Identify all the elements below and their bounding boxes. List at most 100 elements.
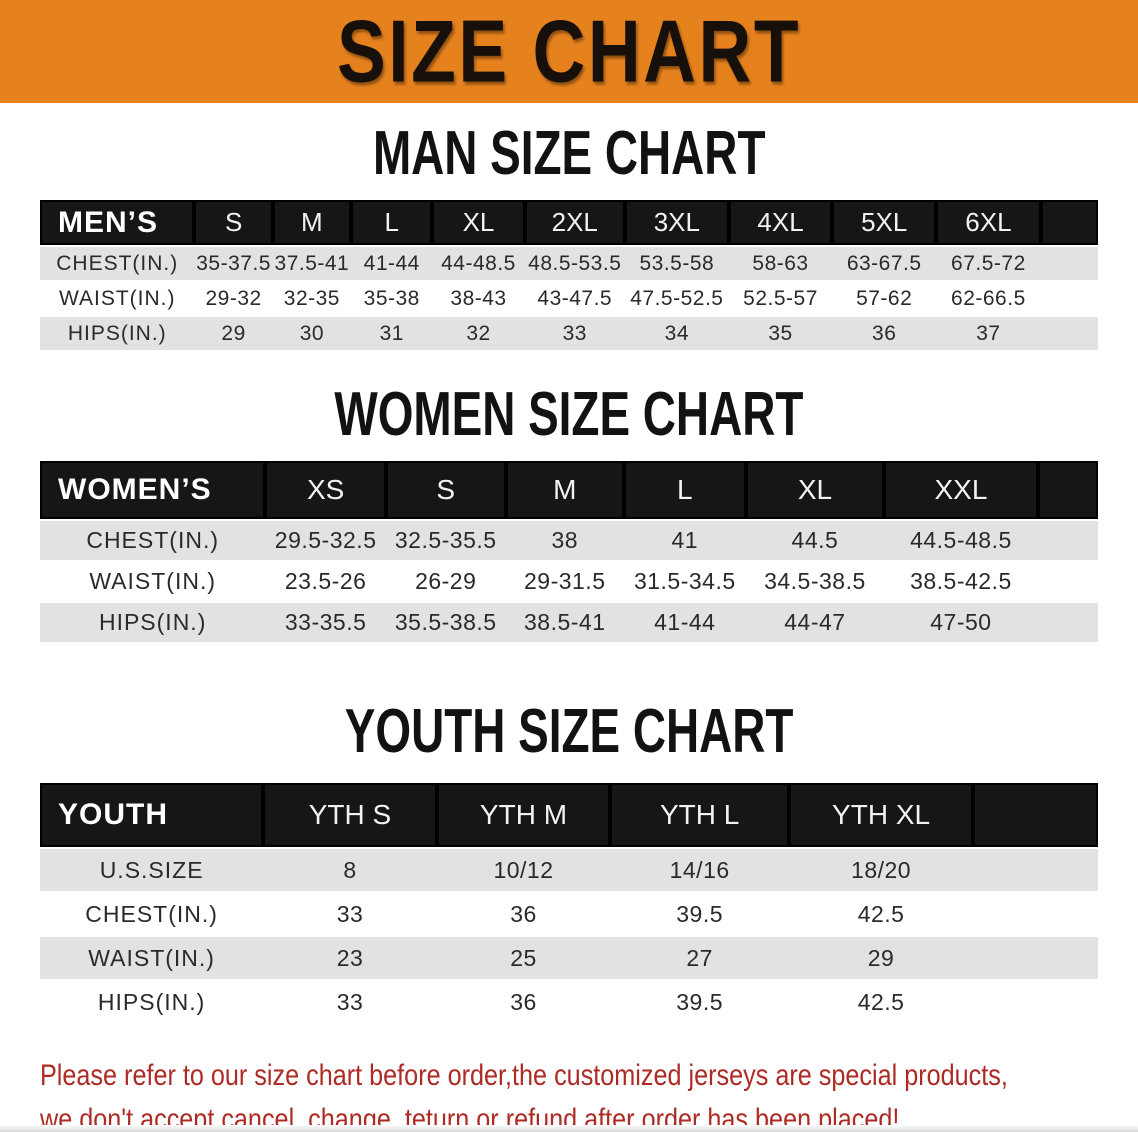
size-value: 31.5-34.5 [623, 562, 746, 601]
measure-label: HIPS(IN.) [40, 317, 195, 350]
men-corner-label: MEN’S [40, 200, 195, 245]
size-value: 27 [610, 937, 790, 979]
size-value: 39.5 [610, 893, 790, 935]
youth-waist-row: WAIST(IN.) 23 25 27 29 [40, 937, 1098, 979]
size-value: 23.5-26 [265, 562, 386, 601]
size-value: 10/12 [436, 849, 611, 891]
women-chest-row: CHEST(IN.) 29.5-32.5 32.5-35.5 38 41 44.… [40, 521, 1098, 560]
banner: SIZE CHART [0, 0, 1138, 103]
women-waist-row: WAIST(IN.) 23.5-26 26-29 29-31.5 31.5-34… [40, 562, 1098, 601]
measure-label: CHEST(IN.) [40, 521, 266, 560]
size-value: 18/20 [789, 849, 974, 891]
youth-header-row: YOUTH YTH S YTH M YTH L YTH XL [40, 783, 1098, 847]
size-value: 58-63 [728, 247, 833, 280]
size-value: 48.5-53.5 [524, 247, 626, 280]
youth-size-table: YOUTH YTH S YTH M YTH L YTH XL U.S.SIZE … [40, 781, 1098, 1025]
size-value: 52.5-57 [728, 282, 833, 315]
size-value: 14/16 [610, 849, 790, 891]
size-value: 62-66.5 [936, 282, 1041, 315]
women-size-header-xs: XS [265, 461, 386, 519]
men-size-header-5xl: 5XL [832, 200, 937, 245]
men-section-heading-text: MAN SIZE CHART [372, 119, 766, 188]
men-size-header-m: M [272, 200, 352, 245]
size-value: 8 [263, 849, 437, 891]
size-value: 38-43 [432, 282, 525, 315]
men-size-header-l: L [351, 200, 433, 245]
size-value: 35-38 [351, 282, 433, 315]
filler-cell [1037, 461, 1098, 519]
size-value: 38.5-41 [505, 603, 624, 642]
women-header-row: WOMEN’S XS S M L XL XXL [40, 461, 1098, 519]
size-value: 30 [272, 317, 352, 350]
size-value: 29-31.5 [505, 562, 624, 601]
women-size-header-l: L [623, 461, 746, 519]
size-value: 37 [936, 317, 1041, 350]
men-size-header-xl: XL [432, 200, 525, 245]
men-chest-row: CHEST(IN.) 35-37.5 37.5-41 41-44 44-48.5… [40, 247, 1098, 280]
men-size-table: MEN’S S M L XL 2XL 3XL 4XL 5XL 6XL CHEST… [40, 198, 1098, 352]
measure-label: WAIST(IN.) [40, 562, 266, 601]
filler-cell [973, 783, 1098, 847]
size-value: 29-32 [194, 282, 273, 315]
size-value: 44.5 [745, 521, 885, 560]
size-value: 42.5 [789, 981, 974, 1023]
youth-section-heading-text: YOUTH SIZE CHART [344, 697, 794, 766]
size-value: 47.5-52.5 [625, 282, 729, 315]
men-waist-row: WAIST(IN.) 29-32 32-35 35-38 38-43 43-47… [40, 282, 1098, 315]
women-size-header-m: M [505, 461, 624, 519]
women-corner-label: WOMEN’S [40, 461, 266, 519]
disclaimer: Please refer to our size chart before or… [40, 1054, 1138, 1132]
size-value: 41-44 [351, 247, 433, 280]
measure-label: CHEST(IN.) [40, 247, 195, 280]
youth-size-header-s: YTH S [263, 783, 437, 847]
size-value: 44-47 [745, 603, 885, 642]
women-size-header-xl: XL [745, 461, 885, 519]
men-hips-row: HIPS(IN.) 29 30 31 32 33 34 35 36 37 [40, 317, 1098, 350]
size-value: 67.5-72 [936, 247, 1041, 280]
size-value: 26-29 [385, 562, 506, 601]
measure-label: CHEST(IN.) [40, 893, 264, 935]
size-value: 36 [436, 981, 611, 1023]
size-value: 29 [194, 317, 273, 350]
size-value: 41 [623, 521, 746, 560]
filler-cell [1040, 247, 1098, 280]
size-value: 39.5 [610, 981, 790, 1023]
size-value: 33 [263, 893, 437, 935]
filler-cell [1040, 317, 1098, 350]
men-size-header-4xl: 4XL [728, 200, 833, 245]
size-value: 63-67.5 [832, 247, 937, 280]
youth-ussize-row: U.S.SIZE 8 10/12 14/16 18/20 [40, 849, 1098, 891]
filler-cell [1037, 521, 1098, 560]
youth-corner-label: YOUTH [40, 783, 264, 847]
size-value: 34 [625, 317, 729, 350]
size-value: 25 [436, 937, 611, 979]
size-value: 44-48.5 [432, 247, 525, 280]
women-size-table: WOMEN’S XS S M L XL XXL CHEST(IN.) 29.5-… [40, 459, 1098, 644]
page-title: SIZE CHART [336, 2, 802, 101]
size-value: 33-35.5 [265, 603, 386, 642]
youth-size-header-m: YTH M [436, 783, 611, 847]
women-section-heading: WOMEN SIZE CHART [0, 384, 1138, 446]
filler-cell [973, 937, 1098, 979]
size-value: 35-37.5 [194, 247, 273, 280]
men-size-header-2xl: 2XL [524, 200, 626, 245]
size-value: 47-50 [884, 603, 1038, 642]
measure-label: U.S.SIZE [40, 849, 264, 891]
size-value: 53.5-58 [625, 247, 729, 280]
measure-label: HIPS(IN.) [40, 981, 264, 1023]
size-value: 37.5-41 [272, 247, 352, 280]
size-value: 41-44 [623, 603, 746, 642]
size-value: 32.5-35.5 [385, 521, 506, 560]
size-value: 36 [436, 893, 611, 935]
size-value: 38 [505, 521, 624, 560]
measure-label: WAIST(IN.) [40, 937, 264, 979]
measure-label: WAIST(IN.) [40, 282, 195, 315]
filler-cell [1037, 603, 1098, 642]
size-value: 34.5-38.5 [745, 562, 885, 601]
youth-hips-row: HIPS(IN.) 33 36 39.5 42.5 [40, 981, 1098, 1023]
size-value: 38.5-42.5 [884, 562, 1038, 601]
filler-cell [1037, 562, 1098, 601]
size-value: 33 [263, 981, 437, 1023]
size-value: 36 [832, 317, 937, 350]
filler-cell [973, 893, 1098, 935]
